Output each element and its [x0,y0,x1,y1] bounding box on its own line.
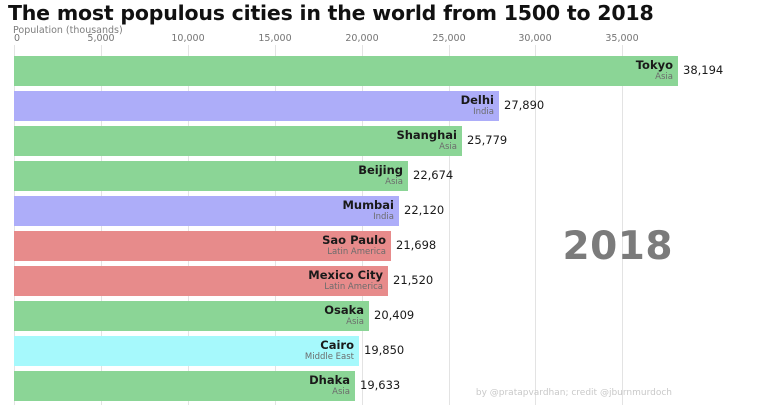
x-tick-label: 0 [14,33,21,44]
bar-value-label: 21,520 [393,273,434,287]
bar-category-label: Delhi [460,93,494,107]
bar-row: Delhi India 27,890 [0,91,782,121]
bar-value-label: 25,779 [467,133,508,147]
bar [14,161,408,191]
bar-row: Tokyo Asia 38,194 [0,56,782,86]
bar-group-label: Asia [332,387,350,397]
bar [14,301,369,331]
bar-row: Dhaka Asia 19,633 [0,371,782,401]
bar-category-label: Shanghai [396,128,457,142]
x-axis-label: Population (thousands) [13,25,123,36]
bar [14,196,399,226]
bar-category-label: Cairo [320,338,354,352]
bar [14,371,355,401]
bar-group-label: Asia [655,72,673,82]
bar-group-label: Latin America [324,282,383,292]
x-tick-label: 10,000 [171,33,205,44]
bar-category-label: Sao Paulo [322,233,386,247]
bar-value-label: 22,674 [413,168,454,182]
bar-value-label: 19,633 [360,378,401,392]
bar-group-label: India [373,212,394,222]
bar [14,56,678,86]
x-tick-label: 25,000 [432,33,466,44]
bar-row: Sao Paulo Latin America 21,698 [0,231,782,261]
bar-group-label: Middle East [304,352,354,362]
bar-category-label: Mexico City [308,268,383,282]
chart-title: The most populous cities in the world fr… [8,1,654,25]
x-gridline [622,45,623,405]
bar [14,126,462,156]
bar-row: Shanghai Asia 25,779 [0,126,782,156]
bar-value-label: 27,890 [504,98,545,112]
year-annotation: 2018 [562,224,673,269]
bar-row: Mumbai India 22,120 [0,196,782,226]
bar-category-label: Osaka [324,303,364,317]
bar [14,336,359,366]
bar-category-label: Tokyo [635,58,673,72]
x-gridline [449,45,450,405]
x-gridline [535,45,536,405]
x-tick-label: 5,000 [87,33,115,44]
bar-category-label: Beijing [358,163,403,177]
bar-category-label: Dhaka [309,373,350,387]
bar-row: Mexico City Latin America 21,520 [0,266,782,296]
bar-value-label: 19,850 [364,343,405,357]
bar-row: Beijing Asia 22,674 [0,161,782,191]
bar-group-label: Asia [346,317,364,327]
x-tick-label: 20,000 [345,33,379,44]
bar-group-label: Asia [439,142,457,152]
x-tick-label: 30,000 [518,33,552,44]
bar-row: Osaka Asia 20,409 [0,301,782,331]
bar-value-label: 22,120 [404,203,445,217]
bar-group-label: Asia [385,177,403,187]
credit-annotation: by @pratapvardhan; credit @jburnmurdoch [475,388,672,398]
bar-value-label: 20,409 [374,308,415,322]
bar [14,231,391,261]
bar-value-label: 21,698 [396,238,437,252]
bar [14,91,499,121]
bar-group-label: Latin America [327,247,386,257]
bar [14,266,388,296]
x-tick-label: 15,000 [258,33,292,44]
bar-group-label: India [473,107,494,117]
bar-value-label: 38,194 [683,63,724,77]
bar-category-label: Mumbai [342,198,394,212]
bar-row: Cairo Middle East 19,850 [0,336,782,366]
x-tick-label: 35,000 [605,33,639,44]
